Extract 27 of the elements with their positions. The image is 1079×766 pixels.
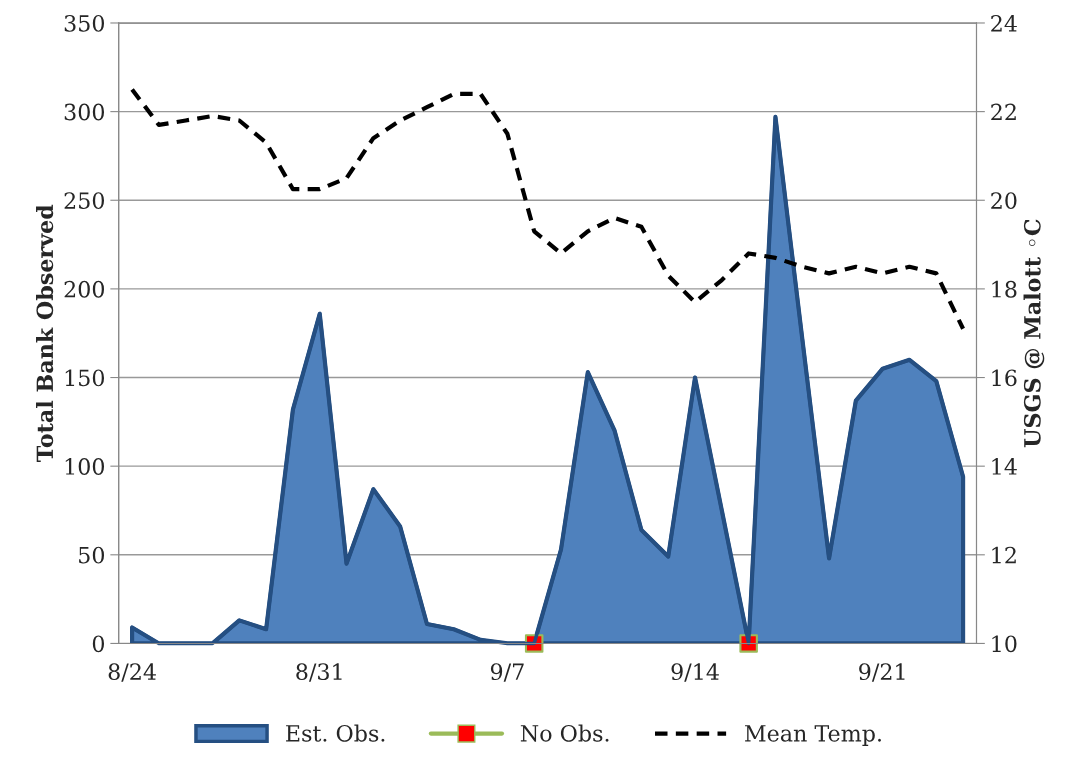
y2-tick-label: 24 [991,14,1017,32]
x-tick-label: 9/21 [859,663,905,682]
x-tick-label: 9/14 [671,663,719,682]
y2-tick-label: 16 [992,369,1017,387]
x-tick-label: 8/24 [108,663,156,682]
y-tick-label: 0 [92,635,105,653]
y-tick-label: 200 [64,280,105,298]
y-tick-label: 300 [64,103,105,121]
y2-tick-label: 20 [991,192,1017,210]
x-tick-label: 8/31 [296,663,342,682]
y-tick-label: 350 [64,14,105,32]
legend-label: Est. Obs. [286,724,385,742]
y-axis-title: Total Bank Observed [36,204,54,462]
y2-tick-label: 10 [992,635,1017,653]
line-series [130,87,966,331]
y2-axis-title: USGS @ Malott ◦C [1023,219,1045,448]
legend-label: No Obs. [520,724,609,742]
y2-tick-label: 22 [991,103,1016,121]
y-tick-label: 50 [79,546,105,564]
y-tick-label: 150 [65,369,105,387]
y-tick-label: 100 [65,458,105,475]
legend-label: Mean Temp. [745,725,881,746]
y2-tick-label: 12 [992,546,1016,564]
y2-tick-label: 18 [992,280,1017,298]
x-tick-label: 9/7 [490,663,524,682]
y2-tick-label: 14 [992,458,1017,475]
y-tick-label: 250 [64,192,105,210]
